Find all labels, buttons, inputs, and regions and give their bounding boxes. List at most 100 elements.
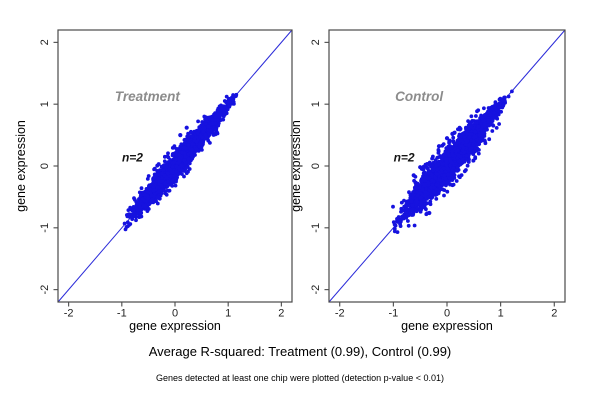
scatter-point	[172, 160, 176, 165]
scatter-point	[177, 146, 182, 151]
scatter-point	[487, 137, 492, 142]
scatter-point	[406, 223, 411, 228]
scatter-point	[219, 107, 224, 112]
scatter-point	[208, 141, 212, 145]
scatter-point	[124, 225, 129, 229]
scatter-point	[132, 213, 136, 217]
scatter-point	[474, 114, 478, 118]
scatter-point	[177, 153, 182, 158]
scatter-point	[497, 122, 501, 126]
x-axis-label: gene expression	[129, 319, 221, 333]
scatter-point	[155, 185, 160, 190]
scatter-point	[126, 208, 131, 213]
scatter-point	[475, 147, 479, 152]
outlier-point	[178, 133, 183, 138]
scatter-point	[138, 193, 143, 198]
scatter-point	[155, 169, 160, 173]
scatter-point	[125, 214, 130, 219]
scatter-point	[198, 133, 203, 138]
scatter-point	[219, 104, 224, 108]
scatter-point	[152, 188, 157, 193]
scatter-point	[469, 114, 474, 119]
scatter-point	[213, 114, 218, 119]
scatter-point	[133, 198, 137, 202]
scatter-point	[134, 203, 139, 208]
scatter-point	[459, 173, 464, 178]
scatter-point	[127, 223, 131, 227]
scatter-point	[203, 133, 208, 138]
scatter-point	[145, 177, 150, 181]
scatter-point	[473, 155, 478, 160]
x-tick-label: 2	[278, 308, 284, 320]
scatter-point	[434, 197, 439, 201]
scatter-point	[186, 157, 191, 162]
scatter-point	[148, 187, 153, 192]
x-tick-label: -2	[64, 308, 74, 320]
scatter-point	[149, 198, 154, 203]
y-tick-label: 1	[39, 101, 51, 107]
scatter-point	[441, 182, 445, 187]
scatter-point	[131, 208, 136, 213]
scatter-point	[491, 123, 496, 128]
scatter-point	[196, 128, 201, 133]
y-tick-label: 0	[39, 163, 51, 169]
scatter-point	[182, 158, 187, 163]
scatter-point	[207, 132, 212, 137]
y-tick-label: -1	[39, 223, 51, 233]
scatter-point	[122, 221, 127, 226]
scatter-points	[122, 92, 239, 232]
scatter-point	[182, 174, 186, 179]
scatter-point	[159, 179, 164, 184]
scatter-point	[165, 171, 170, 176]
y-axis-label: gene expression	[14, 120, 28, 212]
scatter-point	[162, 173, 167, 178]
scatter-point	[155, 196, 160, 200]
scatter-point	[146, 174, 151, 178]
x-tick-label: -1	[117, 308, 127, 320]
scatter-point	[222, 111, 227, 116]
scatter-point	[161, 163, 166, 168]
outlier-point	[171, 145, 176, 150]
scatter-point	[231, 100, 236, 104]
scatter-point	[170, 178, 175, 183]
scatter-point	[226, 99, 230, 104]
scatter-point	[152, 175, 157, 180]
scatter-point	[174, 179, 178, 184]
scatter-point	[179, 163, 184, 168]
scatter-point	[138, 202, 142, 207]
scatter-point	[144, 203, 148, 208]
scatter-point	[201, 130, 206, 134]
outlier-point	[184, 125, 189, 130]
scatter-point	[418, 208, 422, 213]
scatter-point	[490, 129, 495, 133]
sample-size-annotation: n=2	[122, 151, 143, 165]
scatter-point	[166, 151, 170, 156]
scatter-point	[215, 108, 220, 113]
scatter-point	[406, 219, 410, 223]
scatter-point	[229, 97, 234, 102]
scatter-point	[206, 124, 211, 129]
scatter-point	[190, 148, 194, 152]
scatter-point	[165, 188, 170, 193]
scatter-point	[232, 94, 237, 98]
y-tick-label: -2	[39, 285, 51, 295]
scatter-point	[224, 94, 229, 99]
outlier-point	[188, 129, 194, 135]
scatter-point	[196, 119, 201, 124]
scatter-point	[190, 156, 195, 161]
scatter-point	[170, 165, 175, 169]
scatter-point	[169, 169, 173, 173]
scatter-point	[138, 211, 143, 216]
scatter-point	[170, 153, 175, 158]
scatter-point	[156, 189, 161, 194]
scatter-point	[482, 106, 486, 111]
scatter-point	[494, 126, 499, 130]
scatter-point	[454, 179, 459, 183]
scatter-point	[194, 139, 199, 144]
scatter-point	[203, 136, 208, 141]
scatter-point	[215, 130, 219, 135]
scatter-point	[391, 204, 395, 209]
scatter-point	[208, 128, 213, 133]
